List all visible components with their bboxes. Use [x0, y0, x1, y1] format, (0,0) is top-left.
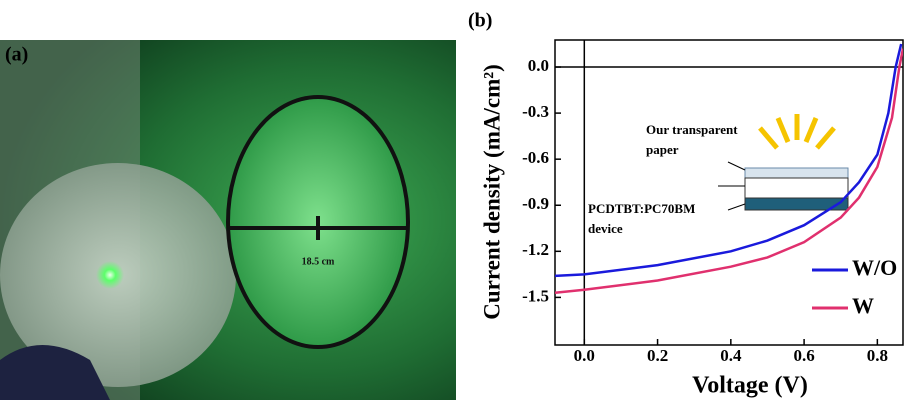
inset	[718, 114, 849, 211]
inset-label-line: device	[588, 221, 623, 236]
y-tick-label: -0.6	[522, 148, 549, 167]
y-tick-label: -1.2	[522, 240, 549, 259]
y-tick-label: -0.3	[522, 102, 549, 121]
glass-layer	[744, 177, 849, 199]
series-line	[555, 48, 903, 295]
inset-label-line: paper	[646, 142, 679, 157]
inset-label-line: PCDTBT:PC70BM	[588, 201, 695, 216]
photo: 18.5 cm (a)	[0, 40, 456, 400]
panel-label: (a)	[5, 44, 28, 66]
panel-label: (b)	[468, 10, 492, 32]
x-tick-label: 0.6	[793, 346, 814, 365]
x-tick-label: 0.8	[867, 346, 888, 365]
laser-spot	[96, 261, 124, 289]
glove	[0, 345, 110, 400]
x-tick-label: 0.0	[574, 346, 595, 365]
inset-label-line: Our transparent	[646, 122, 738, 137]
light-arrows	[758, 114, 836, 150]
x-tick-label: 0.4	[720, 346, 742, 365]
y-tick-label: -1.5	[522, 286, 549, 305]
measurement: 18.5 cm	[302, 256, 335, 267]
leader-lines	[718, 161, 746, 211]
x-axis-label: Voltage (V)	[692, 373, 808, 399]
legend-label: W/O	[852, 255, 897, 280]
paper-layer	[744, 167, 849, 179]
y-axis-label: Current density (mA/cm²)	[479, 64, 504, 320]
plot-frame	[554, 39, 904, 346]
inset-label: PCDTBT:PC70BM device	[588, 201, 695, 236]
inset-label: Our transparent paper	[646, 122, 738, 157]
y-tick-label: 0.0	[528, 56, 549, 75]
x-tick-label: 0.2	[647, 346, 668, 365]
legend-label: W	[852, 293, 874, 318]
y-tick-label: -0.9	[522, 194, 549, 213]
series-line	[555, 43, 903, 278]
